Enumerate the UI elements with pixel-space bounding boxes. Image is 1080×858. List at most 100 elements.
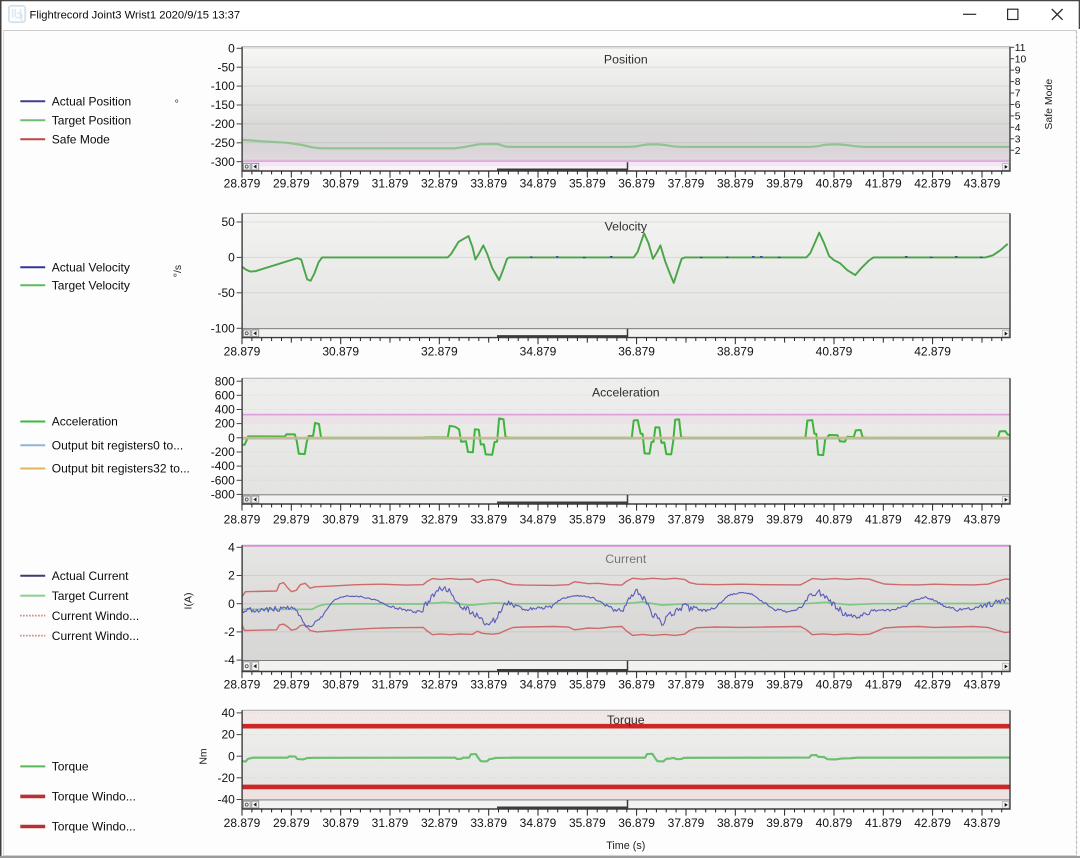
svg-text:41.879: 41.879 [865,678,902,692]
svg-text:600: 600 [215,388,235,402]
svg-text:40.879: 40.879 [816,816,853,830]
svg-text:I(A): I(A) [182,593,194,610]
svg-text:Actual Velocity: Actual Velocity [52,260,130,274]
svg-text:32.879: 32.879 [421,816,458,830]
svg-text:28.879: 28.879 [224,678,261,692]
svg-text:39.879: 39.879 [766,513,803,527]
svg-text:20: 20 [221,728,235,742]
svg-text:-40: -40 [217,793,235,807]
svg-text:28.879: 28.879 [224,345,261,359]
svg-text:28.879: 28.879 [224,816,261,830]
svg-text:43.879: 43.879 [964,513,1001,527]
svg-text:36.879: 36.879 [618,345,655,359]
svg-text:40.879: 40.879 [816,345,853,359]
svg-text:32.879: 32.879 [421,513,458,527]
svg-text:31.879: 31.879 [372,678,409,692]
svg-text:32.879: 32.879 [421,177,458,191]
svg-text:29.879: 29.879 [273,513,310,527]
svg-text:4: 4 [1015,123,1021,134]
svg-text:42.879: 42.879 [914,513,951,527]
svg-text:Flightrecord Joint3 Wrist1 202: Flightrecord Joint3 Wrist1 2020/9/15 13:… [30,10,241,22]
svg-text:0: 0 [228,41,235,55]
svg-text:34.879: 34.879 [520,513,557,527]
svg-text:37.879: 37.879 [668,513,705,527]
svg-text:-100: -100 [211,321,235,335]
svg-text:-200: -200 [211,445,235,459]
svg-text:Velocity: Velocity [605,220,648,234]
svg-text:31.879: 31.879 [372,816,409,830]
svg-text:Current: Current [605,552,647,566]
svg-text:36.879: 36.879 [618,513,655,527]
svg-text:37.879: 37.879 [668,816,705,830]
svg-text:50: 50 [221,215,235,229]
svg-text:Position: Position [604,52,648,66]
svg-text:29.879: 29.879 [273,678,310,692]
svg-text:36.879: 36.879 [618,678,655,692]
svg-text:39.879: 39.879 [766,816,803,830]
svg-text:-250: -250 [211,136,235,150]
svg-text:Actual Position: Actual Position [52,95,131,109]
svg-text:37.879: 37.879 [668,678,705,692]
svg-text:0: 0 [228,597,235,611]
svg-text:36.879: 36.879 [618,177,655,191]
svg-text:-50: -50 [217,286,235,300]
svg-text:35.879: 35.879 [569,816,606,830]
svg-text:Torque Windo...: Torque Windo... [52,790,136,804]
svg-text:Current Windo...: Current Windo... [52,629,139,643]
svg-text:41.879: 41.879 [865,816,902,830]
svg-text:35.879: 35.879 [569,678,606,692]
svg-text:30.879: 30.879 [322,513,359,527]
svg-text:Output bit registers0 to...: Output bit registers0 to... [52,438,183,452]
svg-text:5: 5 [1015,112,1021,123]
svg-text:11: 11 [1015,43,1026,54]
svg-text:-2: -2 [224,625,235,639]
svg-text:28.879: 28.879 [224,177,261,191]
svg-text:30.879: 30.879 [322,816,359,830]
svg-text:40.879: 40.879 [816,177,853,191]
svg-text:42.879: 42.879 [914,678,951,692]
svg-text:0: 0 [228,251,235,265]
svg-text:41.879: 41.879 [865,177,902,191]
svg-text:-300: -300 [211,155,235,169]
svg-text:33.879: 33.879 [470,816,507,830]
svg-text:6: 6 [1015,100,1021,111]
svg-text:400: 400 [215,403,235,417]
svg-text:41.879: 41.879 [865,513,902,527]
svg-text:39.879: 39.879 [766,678,803,692]
svg-text:-4: -4 [224,653,235,667]
svg-text:-200: -200 [211,117,235,131]
svg-text:31.879: 31.879 [372,177,409,191]
svg-text:Nm: Nm [198,748,210,765]
svg-text:43.879: 43.879 [964,816,1001,830]
svg-text:38.879: 38.879 [717,513,754,527]
svg-text:2: 2 [228,569,235,583]
svg-text:Output bit registers32 to...: Output bit registers32 to... [52,462,190,476]
svg-text:37.879: 37.879 [668,177,705,191]
svg-text:-800: -800 [211,488,235,502]
svg-text:30.879: 30.879 [322,345,359,359]
svg-text:200: 200 [215,417,235,431]
svg-text:42.879: 42.879 [914,816,951,830]
svg-text:34.879: 34.879 [520,345,557,359]
svg-text:Torque: Torque [52,760,89,774]
svg-text:0: 0 [228,431,235,445]
svg-text:43.879: 43.879 [964,678,1001,692]
svg-text:9: 9 [1015,66,1021,77]
svg-text:31.879: 31.879 [372,513,409,527]
svg-text:29.879: 29.879 [273,177,310,191]
svg-text:29.879: 29.879 [273,816,310,830]
svg-text:7: 7 [1015,89,1021,100]
svg-text:38.879: 38.879 [717,678,754,692]
svg-text:43.879: 43.879 [964,177,1001,191]
svg-text:-20: -20 [217,771,235,785]
svg-text:Target Current: Target Current [52,589,129,603]
svg-text:Safe Mode: Safe Mode [1043,79,1055,130]
svg-text:38.879: 38.879 [717,345,754,359]
svg-text:38.879: 38.879 [717,816,754,830]
svg-text:Safe Mode: Safe Mode [52,133,110,147]
svg-text:-600: -600 [211,473,235,487]
svg-text:-100: -100 [211,79,235,93]
svg-text:34.879: 34.879 [520,816,557,830]
svg-text:-150: -150 [211,98,235,112]
svg-text:Target Position: Target Position [52,114,131,128]
